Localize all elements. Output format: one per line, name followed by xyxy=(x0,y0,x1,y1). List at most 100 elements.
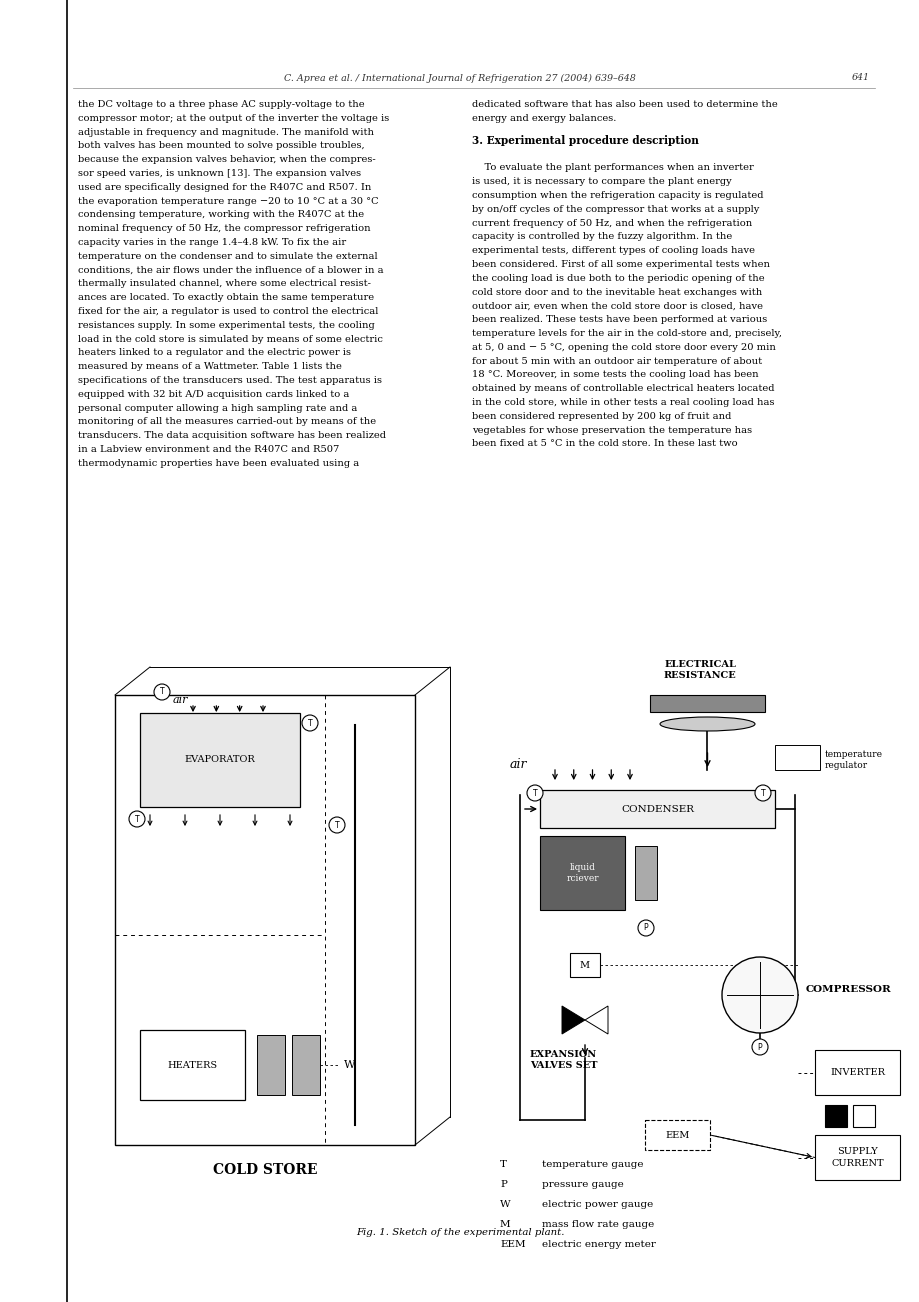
Text: air: air xyxy=(173,695,188,704)
Text: pressure gauge: pressure gauge xyxy=(541,1180,623,1189)
Text: at 5, 0 and − 5 °C, opening the cold store door every 20 min: at 5, 0 and − 5 °C, opening the cold sto… xyxy=(471,342,775,352)
Ellipse shape xyxy=(659,717,754,730)
Text: mass flow rate gauge: mass flow rate gauge xyxy=(541,1220,653,1229)
Text: liquid
rciever: liquid rciever xyxy=(565,863,598,883)
Text: C. Aprea et al. / International Journal of Refrigeration 27 (2004) 639–648: C. Aprea et al. / International Journal … xyxy=(284,73,635,82)
Bar xyxy=(256,1035,285,1095)
Text: M: M xyxy=(579,961,589,970)
Circle shape xyxy=(329,816,345,833)
Bar xyxy=(291,1035,320,1095)
Circle shape xyxy=(721,957,797,1032)
Text: 3. Experimental procedure description: 3. Experimental procedure description xyxy=(471,135,698,146)
Text: T: T xyxy=(760,789,765,798)
Text: thermally insulated channel, where some electrical resist-: thermally insulated channel, where some … xyxy=(78,280,370,289)
Polygon shape xyxy=(584,1006,607,1034)
Text: both valves has been mounted to solve possible troubles,: both valves has been mounted to solve po… xyxy=(78,142,364,151)
Text: temperature on the condenser and to simulate the external: temperature on the condenser and to simu… xyxy=(78,251,377,260)
Text: P: P xyxy=(757,1043,762,1052)
Bar xyxy=(814,1049,899,1095)
Text: load in the cold store is simulated by means of some electric: load in the cold store is simulated by m… xyxy=(78,335,382,344)
Circle shape xyxy=(754,785,770,801)
Text: transducers. The data acquisition software has been realized: transducers. The data acquisition softwa… xyxy=(78,431,386,440)
Text: is used, it is necessary to compare the plant energy: is used, it is necessary to compare the … xyxy=(471,177,731,186)
Text: electric power gauge: electric power gauge xyxy=(541,1200,652,1210)
Text: To evaluate the plant performances when an inverter: To evaluate the plant performances when … xyxy=(471,164,753,172)
Text: fixed for the air, a regulator is used to control the electrical: fixed for the air, a regulator is used t… xyxy=(78,307,378,316)
Text: obtained by means of controllable electrical heaters located: obtained by means of controllable electr… xyxy=(471,384,774,393)
Text: Fig. 1. Sketch of the experimental plant.: Fig. 1. Sketch of the experimental plant… xyxy=(356,1228,563,1237)
Bar xyxy=(570,953,599,976)
Text: compressor motor; at the output of the inverter the voltage is: compressor motor; at the output of the i… xyxy=(78,113,389,122)
Text: capacity varies in the range 1.4–4.8 kW. To fix the air: capacity varies in the range 1.4–4.8 kW.… xyxy=(78,238,346,247)
Text: measured by means of a Wattmeter. Table 1 lists the: measured by means of a Wattmeter. Table … xyxy=(78,362,342,371)
Text: CONDENSER: CONDENSER xyxy=(620,805,693,814)
Text: conditions, the air flows under the influence of a blower in a: conditions, the air flows under the infl… xyxy=(78,266,383,275)
Text: in a Labview environment and the R407C and R507: in a Labview environment and the R407C a… xyxy=(78,445,339,454)
Text: current frequency of 50 Hz, and when the refrigeration: current frequency of 50 Hz, and when the… xyxy=(471,219,752,228)
Text: resistances supply. In some experimental tests, the cooling: resistances supply. In some experimental… xyxy=(78,320,374,329)
Text: sor speed varies, is unknown [13]. The expansion valves: sor speed varies, is unknown [13]. The e… xyxy=(78,169,361,178)
Circle shape xyxy=(527,785,542,801)
Text: cold store door and to the inevitable heat exchanges with: cold store door and to the inevitable he… xyxy=(471,288,762,297)
Bar xyxy=(140,713,300,807)
Bar xyxy=(650,695,765,712)
Text: for about 5 min with an outdoor air temperature of about: for about 5 min with an outdoor air temp… xyxy=(471,357,761,366)
Circle shape xyxy=(153,684,170,700)
Text: EXPANSION
VALVES SET: EXPANSION VALVES SET xyxy=(529,1049,596,1070)
Text: equipped with 32 bit A/D acquisition cards linked to a: equipped with 32 bit A/D acquisition car… xyxy=(78,389,349,398)
Circle shape xyxy=(751,1039,767,1055)
Text: P: P xyxy=(643,923,648,932)
Text: the evaporation temperature range −20 to 10 °C at a 30 °C: the evaporation temperature range −20 to… xyxy=(78,197,379,206)
Text: dedicated software that has also been used to determine the: dedicated software that has also been us… xyxy=(471,100,777,109)
Text: W: W xyxy=(499,1200,510,1210)
Bar xyxy=(814,1135,899,1180)
Text: temperature
regulator: temperature regulator xyxy=(824,750,882,769)
Text: INVERTER: INVERTER xyxy=(829,1068,884,1077)
Text: been fixed at 5 °C in the cold store. In these last two: been fixed at 5 °C in the cold store. In… xyxy=(471,440,737,448)
Bar xyxy=(539,790,774,828)
Text: M: M xyxy=(499,1220,510,1229)
Text: EEM: EEM xyxy=(664,1130,689,1139)
Text: been realized. These tests have been performed at various: been realized. These tests have been per… xyxy=(471,315,766,324)
Bar xyxy=(634,846,656,900)
Text: EVAPORATOR: EVAPORATOR xyxy=(185,755,255,764)
Text: T: T xyxy=(532,789,537,798)
Text: SUPPLY
CURRENT: SUPPLY CURRENT xyxy=(830,1147,883,1168)
Polygon shape xyxy=(562,1006,584,1034)
Text: 641: 641 xyxy=(851,73,869,82)
Text: ELECTRICAL
RESISTANCE: ELECTRICAL RESISTANCE xyxy=(663,660,735,680)
Bar xyxy=(824,1105,846,1128)
Text: T: T xyxy=(134,815,139,823)
Text: personal computer allowing a high sampling rate and a: personal computer allowing a high sampli… xyxy=(78,404,357,413)
Text: experimental tests, different types of cooling loads have: experimental tests, different types of c… xyxy=(471,246,754,255)
Text: the cooling load is due both to the periodic opening of the: the cooling load is due both to the peri… xyxy=(471,273,764,283)
Text: HEATERS: HEATERS xyxy=(167,1061,217,1069)
Text: used are specifically designed for the R407C and R507. In: used are specifically designed for the R… xyxy=(78,182,371,191)
Text: energy and exergy balances.: energy and exergy balances. xyxy=(471,113,616,122)
Circle shape xyxy=(637,921,653,936)
Text: vegetables for whose preservation the temperature has: vegetables for whose preservation the te… xyxy=(471,426,752,435)
Text: W: W xyxy=(344,1060,356,1070)
Text: T: T xyxy=(307,719,312,728)
Text: been considered. First of all some experimental tests when: been considered. First of all some exper… xyxy=(471,260,769,270)
Text: temperature gauge: temperature gauge xyxy=(541,1160,642,1169)
Bar xyxy=(539,836,624,910)
Text: in the cold store, while in other tests a real cooling load has: in the cold store, while in other tests … xyxy=(471,398,774,408)
Text: consumption when the refrigeration capacity is regulated: consumption when the refrigeration capac… xyxy=(471,191,763,201)
Text: the DC voltage to a three phase AC supply-voltage to the: the DC voltage to a three phase AC suppl… xyxy=(78,100,364,109)
Text: heaters linked to a regulator and the electric power is: heaters linked to a regulator and the el… xyxy=(78,349,351,358)
Text: nominal frequency of 50 Hz, the compressor refrigeration: nominal frequency of 50 Hz, the compress… xyxy=(78,224,370,233)
Text: EEM: EEM xyxy=(499,1240,525,1249)
Text: specifications of the transducers used. The test apparatus is: specifications of the transducers used. … xyxy=(78,376,381,385)
Text: monitoring of all the measures carried-out by means of the: monitoring of all the measures carried-o… xyxy=(78,418,376,426)
Circle shape xyxy=(129,811,145,827)
Bar xyxy=(644,1120,709,1150)
Text: temperature levels for the air in the cold-store and, precisely,: temperature levels for the air in the co… xyxy=(471,329,781,339)
Text: COMPRESSOR: COMPRESSOR xyxy=(805,986,891,995)
Text: 18 °C. Moreover, in some tests the cooling load has been: 18 °C. Moreover, in some tests the cooli… xyxy=(471,371,758,379)
Text: T: T xyxy=(335,820,339,829)
Text: P: P xyxy=(499,1180,506,1189)
Text: COLD STORE: COLD STORE xyxy=(212,1163,317,1177)
Bar xyxy=(774,745,819,769)
Text: outdoor air, even when the cold store door is closed, have: outdoor air, even when the cold store do… xyxy=(471,302,762,310)
